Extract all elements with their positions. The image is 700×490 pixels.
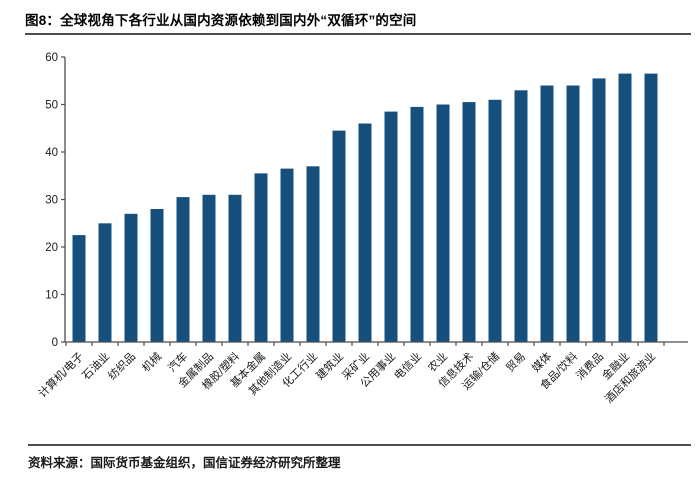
bar (228, 194, 242, 343)
bar (410, 106, 424, 343)
y-tick-label: 20 (45, 242, 58, 254)
bar-chart: 0 10 20 30 40 50 60 计算机/电子 石油业 纺织品 机械 汽车 金属制品 橡胶/塑料 基本… (0, 40, 700, 445)
source-note: 资料来源：国际货币基金组织，国信证券经济研究所整理 (28, 456, 341, 470)
bar (306, 166, 320, 343)
page-title: 图8：全球视角下各行业从国内资源依赖到国内外“双循环”的空间 (25, 13, 417, 28)
bar (462, 102, 476, 342)
bar (488, 99, 502, 343)
bar (566, 85, 580, 342)
x-tick-label: 机械 (139, 349, 164, 374)
bar (72, 235, 86, 342)
bar (384, 111, 398, 342)
title-divider (25, 33, 691, 35)
bar (124, 213, 138, 343)
x-tick-label: 电信业 (392, 350, 425, 383)
bar (540, 85, 554, 342)
bar (332, 130, 346, 342)
bar (592, 78, 606, 343)
bar (644, 73, 658, 342)
bar (280, 168, 294, 342)
bar (98, 223, 112, 343)
x-tick-label: 消费品 (573, 349, 606, 382)
x-tick-label: 建筑业 (313, 349, 346, 382)
footer-divider (28, 444, 691, 446)
bar (254, 173, 268, 342)
y-tick-label: 50 (45, 100, 58, 112)
bar (202, 194, 216, 343)
x-tick-label: 石油业 (79, 349, 112, 382)
y-tick-label: 40 (45, 147, 58, 159)
y-tick-label: 0 (52, 337, 58, 349)
x-tick-label: 贸易 (503, 350, 528, 375)
y-tick-label: 10 (45, 290, 58, 302)
x-tick-label: 纺织品 (105, 349, 138, 382)
bar (514, 90, 528, 343)
bar (176, 197, 190, 342)
x-tick-label: 计算机/电子 (35, 349, 86, 400)
bar (150, 209, 164, 342)
bar (618, 73, 632, 342)
bar (358, 123, 372, 342)
bar (436, 104, 450, 342)
y-tick-label: 30 (45, 195, 58, 207)
y-tick-label: 60 (45, 52, 58, 64)
